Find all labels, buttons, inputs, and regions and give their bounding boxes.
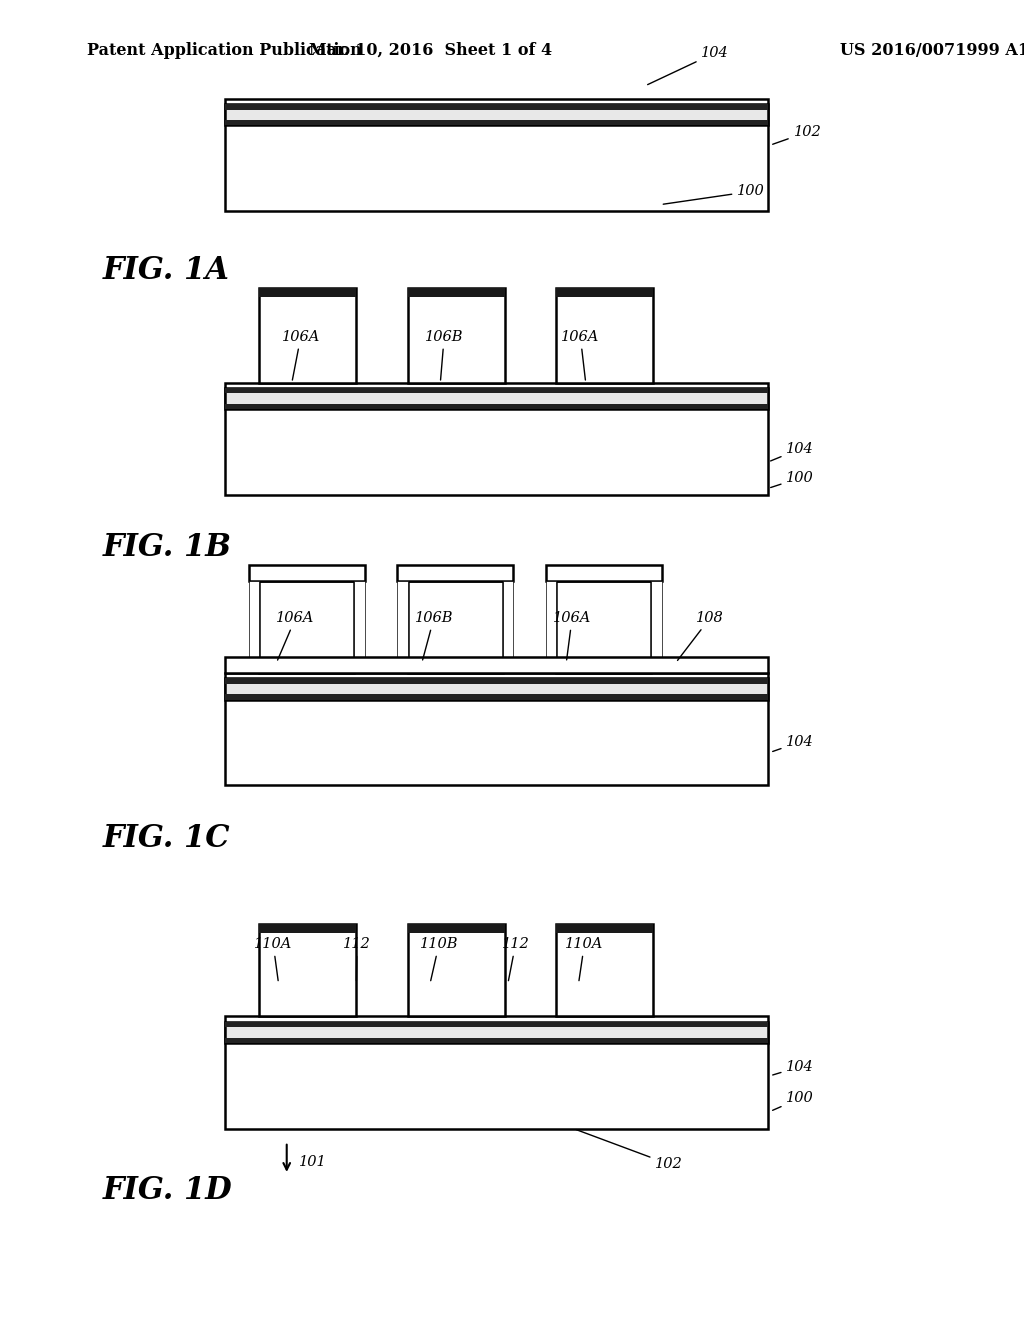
Text: FIG. 1B: FIG. 1B	[102, 532, 231, 564]
Bar	[259, 288, 356, 297]
Text: 106B: 106B	[425, 330, 464, 380]
Text: 104: 104	[647, 46, 729, 84]
Text: Mar. 10, 2016  Sheet 1 of 4: Mar. 10, 2016 Sheet 1 of 4	[308, 42, 552, 58]
Bar	[225, 1038, 768, 1043]
Bar	[651, 581, 662, 673]
Bar	[225, 404, 768, 409]
Text: 112: 112	[502, 937, 529, 981]
Bar	[408, 288, 505, 297]
Text: US 2016/0071999 A1: US 2016/0071999 A1	[840, 42, 1024, 58]
Bar	[225, 388, 768, 409]
Bar	[225, 120, 768, 125]
Text: 101: 101	[299, 1155, 327, 1168]
Text: FIG. 1D: FIG. 1D	[102, 1175, 232, 1206]
Text: 112: 112	[343, 937, 371, 981]
Text: 106A: 106A	[561, 330, 599, 380]
Text: 100: 100	[772, 1092, 814, 1110]
Text: FIG. 1C: FIG. 1C	[102, 822, 230, 854]
Bar	[354, 581, 365, 673]
Text: 102: 102	[577, 1130, 683, 1171]
Bar	[225, 694, 768, 700]
Bar	[397, 565, 513, 581]
Bar	[259, 288, 356, 383]
Bar	[225, 657, 768, 673]
Bar	[408, 288, 505, 383]
Text: 100: 100	[771, 471, 814, 487]
Bar	[556, 924, 653, 1016]
Bar	[225, 104, 768, 125]
Text: Patent Application Publication: Patent Application Publication	[87, 42, 361, 58]
Bar	[225, 104, 768, 110]
Bar	[546, 581, 556, 673]
Bar	[556, 581, 651, 673]
Text: 110A: 110A	[565, 937, 603, 981]
Text: 102: 102	[773, 125, 821, 144]
Text: 104: 104	[771, 442, 814, 461]
Bar	[503, 581, 513, 673]
Bar	[556, 924, 653, 933]
Text: 100: 100	[664, 185, 765, 205]
Text: 106A: 106A	[553, 611, 591, 660]
Bar	[556, 288, 653, 383]
Text: 106B: 106B	[415, 611, 454, 660]
Bar	[225, 1016, 768, 1129]
Bar	[225, 1022, 768, 1027]
Bar	[225, 99, 768, 211]
Text: 106A: 106A	[282, 330, 319, 380]
Bar	[408, 924, 505, 933]
Text: FIG. 1A: FIG. 1A	[102, 255, 229, 286]
Bar	[408, 581, 503, 673]
Text: 106A: 106A	[276, 611, 314, 660]
Bar	[397, 581, 408, 673]
Bar	[225, 383, 768, 495]
Bar	[225, 678, 768, 700]
Bar	[225, 1022, 768, 1043]
Text: 108: 108	[678, 611, 724, 660]
Bar	[259, 581, 354, 673]
Bar	[546, 565, 662, 581]
Text: 110B: 110B	[420, 937, 459, 981]
Bar	[249, 581, 259, 673]
Bar	[225, 678, 768, 684]
Bar	[408, 924, 505, 1016]
Text: 104: 104	[773, 735, 814, 751]
Bar	[556, 288, 653, 297]
Bar	[249, 565, 365, 581]
Bar	[225, 388, 768, 393]
Text: 110A: 110A	[254, 937, 292, 981]
Bar	[225, 673, 768, 785]
Bar	[259, 924, 356, 933]
Text: 104: 104	[773, 1060, 814, 1074]
Bar	[259, 924, 356, 1016]
